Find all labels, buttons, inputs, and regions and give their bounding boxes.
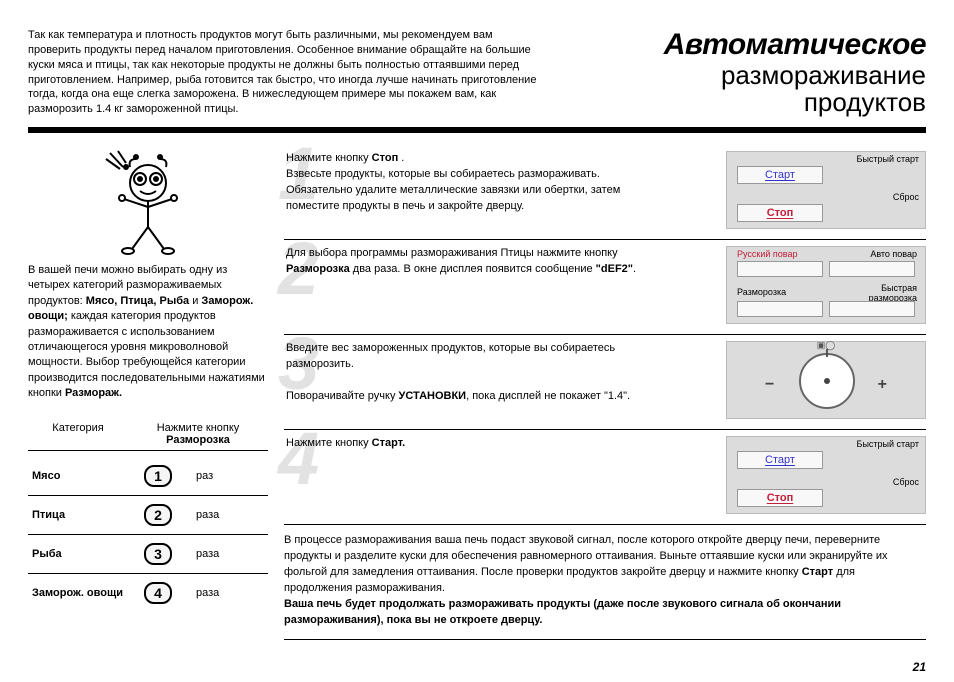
cat-suffix: раза: [188, 587, 268, 599]
cat-number-badge: 3: [144, 543, 172, 565]
label-russian-cook: Русский повар: [737, 249, 797, 259]
label-auto-cook: Авто повар: [870, 249, 917, 259]
step-text: Нажмите кнопку Стоп .Взвесьте продукты, …: [284, 151, 644, 215]
plus-icon: +: [878, 376, 887, 394]
cat-number-badge: 2: [144, 504, 172, 526]
start-button: Старт: [737, 451, 823, 469]
left-description: В вашей печи можно выбирать одну из четы…: [28, 263, 268, 402]
intro-paragraph: Так как температура и плотность продукто…: [28, 28, 538, 117]
start-button: Старт: [737, 166, 823, 184]
after-note: В процессе размораживания ваша печь пода…: [284, 525, 926, 640]
label-reset: Сброс: [893, 192, 919, 202]
table-row: Рыба 3 раза: [28, 535, 268, 574]
label-defrost: Разморозка: [737, 287, 786, 297]
cat-suffix: раза: [188, 509, 268, 521]
control-panel-start-stop: Быстрый старт Старт Сброс Стоп: [726, 151, 926, 229]
step-text: Нажмите кнопку Старт.: [284, 436, 644, 452]
control-panel-cook: Русский повар Авто повар Разморозка Быст…: [726, 246, 926, 324]
step-text: Введите вес замороженных продуктов, кото…: [284, 341, 644, 405]
setting-dial: [799, 353, 855, 409]
label-quick-start: Быстрый старт: [857, 154, 919, 164]
stop-button: Стоп: [737, 204, 823, 222]
mascot-icon: [88, 145, 208, 255]
label-reset: Сброс: [893, 477, 919, 487]
step-3: 3 Введите вес замороженных продуктов, ко…: [284, 335, 926, 430]
step-2: 2 Для выбора программы размораживания Пт…: [284, 240, 926, 335]
step-number: 4: [278, 422, 319, 496]
cook-button-2: [829, 261, 915, 277]
cat-name: Рыба: [28, 548, 128, 560]
cat-name: Заморож. овощи: [28, 587, 128, 599]
minus-icon: −: [765, 376, 774, 394]
cat-number-badge: 4: [144, 582, 172, 604]
step-4: 4 Нажмите кнопку Старт. Быстрый старт Ст…: [284, 430, 926, 525]
cat-name: Мясо: [28, 470, 128, 482]
title-line-1: Автоматическое: [664, 28, 926, 62]
title-line-2: размораживание: [664, 62, 926, 89]
cat-suffix: раз: [188, 470, 268, 482]
cook-button-1: [737, 261, 823, 277]
stop-button: Стоп: [737, 489, 823, 507]
table-row: Мясо 1 раз: [28, 457, 268, 496]
label-quick-defrost: Быстрая разморозка: [857, 283, 917, 303]
cat-name: Птица: [28, 509, 128, 521]
control-panel-dial: ▣◯ − +: [726, 341, 926, 419]
col-header-category: Категория: [28, 422, 128, 446]
title-line-3: продуктов: [664, 89, 926, 116]
defrost-button-2: [829, 301, 915, 317]
defrost-button-1: [737, 301, 823, 317]
cat-suffix: раза: [188, 548, 268, 560]
table-row: Заморож. овощи 4 раза: [28, 574, 268, 612]
label-quick-start: Быстрый старт: [857, 439, 919, 449]
page-number: 21: [913, 660, 926, 674]
step-text: Для выбора программы размораживания Птиц…: [284, 246, 644, 278]
col-header-press: Нажмите кнопкуРазморозка: [128, 422, 268, 446]
step-1: 1 Нажмите кнопку Стоп .Взвесьте продукты…: [284, 145, 926, 240]
control-panel-start-stop: Быстрый старт Старт Сброс Стоп: [726, 436, 926, 514]
table-row: Птица 2 раза: [28, 496, 268, 535]
divider-bar: [28, 127, 926, 133]
cat-number-badge: 1: [144, 465, 172, 487]
page-title: Автоматическое размораживание продуктов: [664, 28, 926, 117]
category-table: Категория Нажмите кнопкуРазморозка Мясо …: [28, 422, 268, 612]
